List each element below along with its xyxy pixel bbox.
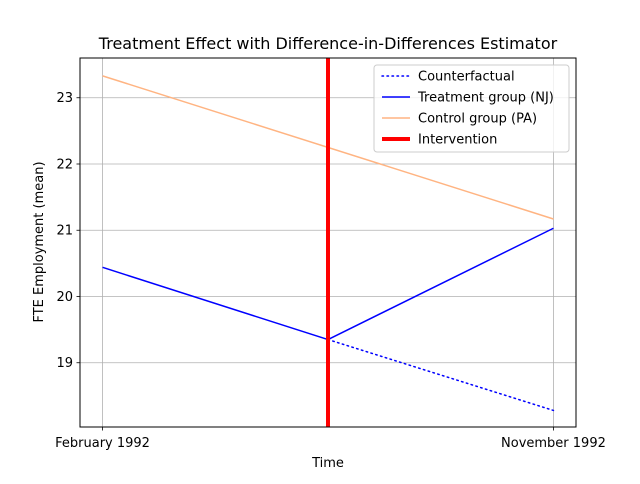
legend-label-treatment-group-nj: Treatment group (NJ) bbox=[417, 91, 554, 106]
plot-frame bbox=[79, 57, 577, 428]
legend-label-intervention: Intervention bbox=[418, 133, 497, 148]
x-tick-label: February 1992 bbox=[55, 436, 150, 451]
y-tick-label: 20 bbox=[56, 290, 73, 305]
legend-box bbox=[373, 64, 570, 153]
x-axis-label: Time bbox=[311, 456, 344, 471]
y-tick-label: 19 bbox=[56, 356, 73, 371]
chart-title: Treatment Effect with Difference-in-Diff… bbox=[98, 34, 558, 53]
legend-label-counterfactual: Counterfactual bbox=[418, 70, 515, 85]
y-tick-label: 22 bbox=[56, 157, 73, 172]
legend: Counterfactual Treatment group (NJ) Contro… bbox=[373, 64, 570, 153]
legend-label-control-group-pa: Control group (PA) bbox=[418, 112, 537, 127]
counterfactual-line bbox=[327, 338, 555, 412]
series-lines bbox=[102, 58, 555, 427]
x-tick-label: November 1992 bbox=[501, 436, 606, 451]
y-tick-label: 21 bbox=[56, 224, 73, 239]
axis-ticks: 19 20 21 22 23 February 1992 November 1992 bbox=[55, 91, 606, 451]
y-axis-label: FTE Employment (mean) bbox=[32, 161, 47, 322]
y-tick-label: 23 bbox=[56, 91, 73, 106]
